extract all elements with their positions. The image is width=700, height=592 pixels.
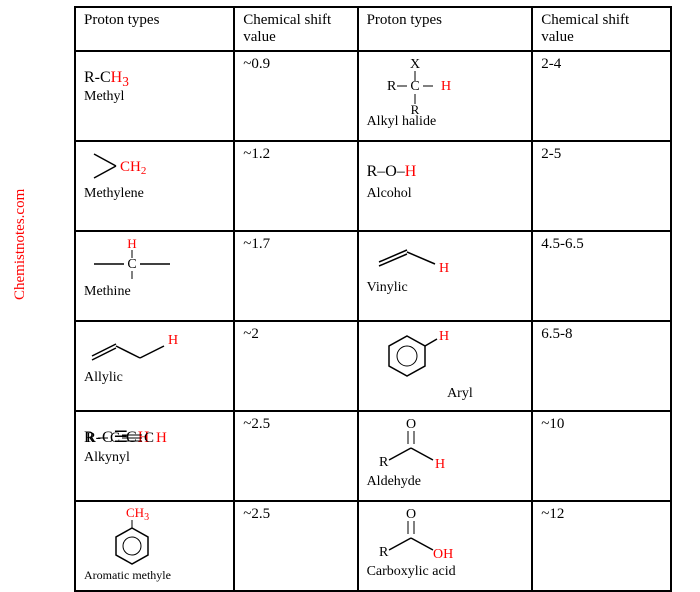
svg-text:C: C	[144, 430, 154, 446]
shift-aldehyde: ~10	[532, 411, 671, 501]
header-shift-1: Chemical shift value	[234, 7, 357, 51]
svg-text:R: R	[410, 102, 419, 114]
svg-text:H: H	[156, 430, 167, 446]
shift-methyl: ~0.9	[234, 51, 357, 141]
svg-text:C: C	[127, 257, 136, 272]
struct-aldehyde: O R H Aldehyde	[358, 411, 533, 501]
shift-aryl: 6.5-8	[532, 321, 671, 411]
table-row: H C Methine ~1.7 H Vinylic	[75, 231, 671, 321]
header-proton-types-2: Proton types	[358, 7, 533, 51]
table-row: R-CH3 Methyl ~0.9 X R C H R Alkyl halide	[75, 51, 671, 141]
struct-allylic: H Allylic	[75, 321, 234, 411]
struct-methylene: CH2 Methylene	[75, 141, 234, 231]
table-row: H Allylic ~2 H Aryl 6.5-8	[75, 321, 671, 411]
svg-text:H: H	[439, 329, 449, 344]
shift-aromatic-methyl: ~2.5	[234, 501, 357, 591]
header-row: Proton types Chemical shift value Proton…	[75, 7, 671, 51]
struct-alkynyl: R-C☰CH R C C H Alkynyl	[75, 411, 234, 501]
shift-methylene: ~1.2	[234, 141, 357, 231]
svg-text:H: H	[435, 457, 445, 472]
shift-alkynyl: ~2.5	[234, 411, 357, 501]
header-shift-2: Chemical shift value	[532, 7, 671, 51]
aromatic-methyl-icon: CH3	[84, 506, 184, 568]
struct-aromatic-methyl: CH3 Aromatic methyle	[75, 501, 234, 591]
struct-alcohol: R–O–H Alcohol	[358, 141, 533, 231]
svg-text:C: C	[410, 79, 419, 94]
watermark-text: Chemistnotes.com	[12, 189, 29, 300]
svg-text:C: C	[110, 430, 120, 446]
svg-text:X: X	[410, 57, 420, 72]
svg-text:R: R	[387, 79, 397, 94]
struct-methyl: R-CH3 Methyl	[75, 51, 234, 141]
vinylic-icon: H	[367, 236, 467, 280]
svg-text:CH3: CH3	[126, 506, 149, 523]
header-proton-types-1: Proton types	[75, 7, 234, 51]
svg-text:O: O	[406, 507, 416, 522]
shift-carboxylic: ~12	[532, 501, 671, 591]
svg-text:H: H	[127, 236, 136, 251]
carboxylic-icon: O R OH	[367, 506, 477, 564]
svg-text:R: R	[379, 455, 389, 470]
svg-text:R: R	[86, 430, 96, 446]
svg-text:H: H	[168, 333, 178, 348]
struct-vinylic: H Vinylic	[358, 231, 533, 321]
svg-text:CH2: CH2	[120, 159, 146, 177]
methine-icon: H C	[84, 236, 184, 284]
aldehyde-icon: O R H	[367, 416, 467, 474]
allylic-icon: H	[84, 326, 194, 370]
struct-alkylhalide: X R C H R Alkyl halide	[358, 51, 533, 141]
shift-alkylhalide: 2-4	[532, 51, 671, 141]
svg-text:R: R	[379, 545, 389, 560]
svg-text:O: O	[406, 417, 416, 432]
shift-vinylic: 4.5-6.5	[532, 231, 671, 321]
table-row: CH3 Aromatic methyle ~2.5 O R OH	[75, 501, 671, 591]
shift-alcohol: 2-5	[532, 141, 671, 231]
table-row: R-C☰CH R C C H Alkynyl ~2.5 O	[75, 411, 671, 501]
methylene-icon: CH2	[84, 146, 174, 186]
nmr-shift-table: Proton types Chemical shift value Proton…	[74, 6, 672, 592]
shift-allylic: ~2	[234, 321, 357, 411]
struct-methine: H C Methine	[75, 231, 234, 321]
table-row: CH2 Methylene ~1.2 R–O–H Alcohol 2-5	[75, 141, 671, 231]
aryl-icon: H	[367, 326, 477, 386]
shift-methine: ~1.7	[234, 231, 357, 321]
struct-carboxylic: O R OH Carboxylic acid	[358, 501, 533, 591]
alkylhalide-icon: X R C H R	[367, 56, 457, 114]
svg-text:H: H	[441, 79, 451, 94]
svg-text:H: H	[439, 261, 449, 276]
struct-aryl: H Aryl	[358, 321, 533, 411]
svg-text:OH: OH	[433, 547, 453, 562]
